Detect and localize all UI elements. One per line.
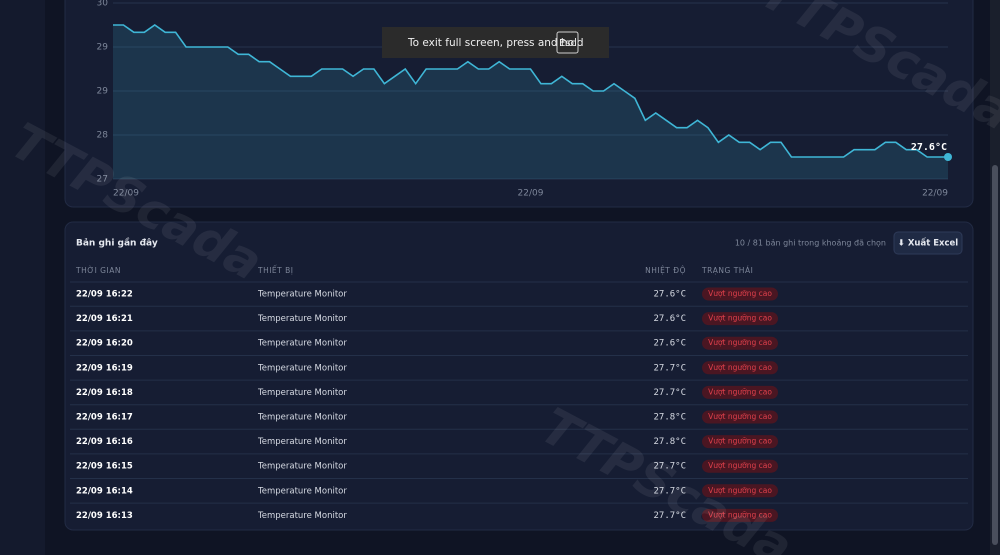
y-tick-label: 29: [97, 43, 109, 53]
cell: 27.7°C: [653, 511, 686, 521]
cell: 22/09 16:16: [76, 437, 133, 447]
cell: 27.6°C: [653, 339, 686, 349]
status-text: Vượt ngưỡng cao: [708, 363, 772, 372]
status-badge: [702, 435, 778, 449]
status-badge: [702, 287, 778, 301]
y-tick-label: 27: [97, 175, 108, 185]
cell: 22/09 16:13: [76, 511, 133, 521]
cell: 22/09 16:19: [76, 363, 133, 373]
cell: 27.7°C: [653, 363, 686, 373]
cell: 22/09 16:17: [76, 413, 133, 423]
chart-card: [64, 0, 974, 208]
status-text: Vượt ngưỡng cao: [708, 412, 772, 421]
x-tick-label: 22/09: [518, 189, 544, 199]
cell: Temperature Monitor: [257, 363, 347, 373]
column-header: THIẾT BỊ: [257, 265, 294, 275]
cell: 22/09 16:18: [76, 388, 133, 398]
status-badge: [702, 484, 778, 498]
status-text: Vượt ngưỡng cao: [708, 510, 772, 519]
y-tick-label: 30: [97, 0, 109, 9]
cell: 22/09 16:14: [76, 486, 133, 496]
status-text: Vượt ngưỡng cao: [708, 338, 772, 347]
cell: 27.6°C: [653, 314, 686, 324]
export-button-label[interactable]: ⬇ Xuất Excel: [898, 238, 959, 249]
export-button[interactable]: [893, 231, 963, 255]
cell: 27.7°C: [653, 486, 686, 496]
point: [944, 153, 952, 161]
cell: 27.8°C: [653, 413, 686, 423]
cell: 22/09 16:15: [76, 462, 133, 472]
table: Bản ghi gần đây 10 / 81 bản ghi trong kh…: [70, 231, 968, 522]
status-text: Vượt ngưỡng cao: [708, 289, 772, 298]
status-badge: [702, 410, 778, 424]
table-summary: 10 / 81 bản ghi trong khoảng đã chọn: [735, 238, 886, 248]
cell: 27.8°C: [653, 437, 686, 447]
area: [113, 25, 948, 179]
cell: 27.6°C: [653, 290, 686, 300]
y-tick-label: 29: [97, 87, 109, 97]
cell: Temperature Monitor: [257, 413, 347, 423]
sidebar: [0, 0, 45, 555]
overlay: To exit full screen, press and hold Esc: [382, 27, 609, 58]
status-badge: [702, 361, 778, 375]
x-tick-label: 22/09: [113, 189, 139, 199]
cell: 27.7°C: [653, 462, 686, 472]
column-header: NHIỆT ĐỘ: [645, 266, 686, 275]
status-text: Vượt ngưỡng cao: [708, 437, 772, 446]
status-badge: [702, 385, 778, 399]
y-tick-label: 28: [97, 131, 109, 141]
x-tick-label: 22/09: [922, 189, 948, 199]
cell: Temperature Monitor: [257, 314, 347, 324]
value-label: 27.6°C: [911, 142, 947, 153]
scrollbar-thumb[interactable]: [992, 165, 998, 545]
cell: 22/09 16:20: [76, 339, 133, 349]
cell: 22/09 16:21: [76, 314, 133, 324]
cell: 22/09 16:22: [76, 290, 133, 300]
column-header: THỜI GIAN: [75, 266, 121, 275]
status-text: Vượt ngưỡng cao: [708, 314, 772, 323]
column-header: TRẠNG THÁI: [701, 266, 753, 275]
status-text: Vượt ngưỡng cao: [708, 461, 772, 470]
status-badge: [702, 336, 778, 350]
toast-key-box: [556, 31, 579, 54]
toast-key: Esc: [559, 38, 576, 49]
status-badge: [702, 312, 778, 326]
cell: Temperature Monitor: [257, 437, 347, 447]
status-text: Vượt ngưỡng cao: [708, 387, 772, 396]
cell: Temperature Monitor: [257, 290, 347, 300]
status-badge: [702, 508, 778, 522]
status-text: Vượt ngưỡng cao: [708, 486, 772, 495]
cell: 27.7°C: [653, 388, 686, 398]
cell: Temperature Monitor: [257, 339, 347, 349]
cell: Temperature Monitor: [257, 486, 347, 496]
line: [113, 24, 948, 158]
table-title: Bản ghi gần đây: [76, 238, 158, 249]
cell: Temperature Monitor: [257, 462, 347, 472]
status-badge: [702, 459, 778, 473]
cell: Temperature Monitor: [257, 511, 347, 521]
cell: Temperature Monitor: [257, 388, 347, 398]
toast-text: To exit full screen, press and hold: [407, 37, 584, 49]
